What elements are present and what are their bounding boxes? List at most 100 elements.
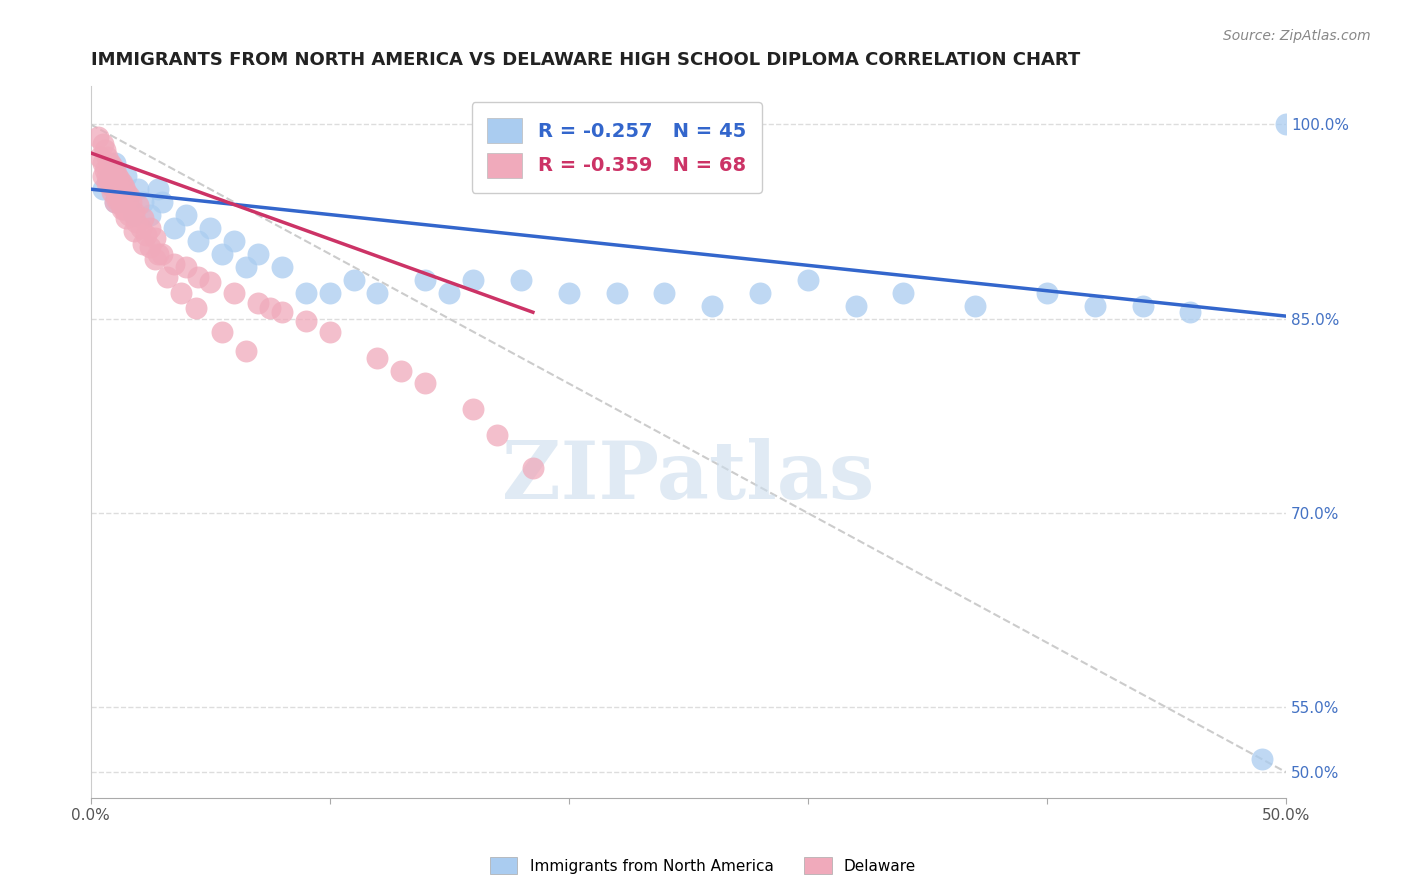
Point	[1275, 117, 1298, 131]
Point	[174, 208, 197, 222]
Point	[96, 169, 118, 184]
Point	[108, 182, 131, 196]
Point	[111, 176, 134, 190]
Point	[893, 285, 915, 300]
Point	[156, 270, 179, 285]
Point	[129, 221, 152, 235]
Point	[170, 285, 193, 300]
Point	[103, 195, 125, 210]
Point	[115, 211, 138, 225]
Point	[98, 156, 121, 170]
Point	[439, 285, 461, 300]
Point	[139, 208, 162, 222]
Point	[120, 195, 142, 210]
Point	[163, 221, 186, 235]
Point	[108, 171, 131, 186]
Point	[105, 193, 128, 207]
Point	[115, 185, 138, 199]
Point	[1251, 752, 1274, 766]
Point	[606, 285, 628, 300]
Point	[1036, 285, 1059, 300]
Point	[522, 460, 544, 475]
Point	[91, 136, 114, 151]
Point	[174, 260, 197, 274]
Point	[198, 276, 221, 290]
Point	[318, 285, 340, 300]
Point	[89, 150, 111, 164]
Point	[235, 344, 257, 359]
Text: ZIPatlas: ZIPatlas	[502, 438, 875, 516]
Point	[127, 182, 149, 196]
Point	[246, 247, 269, 261]
Point	[115, 195, 138, 210]
Point	[222, 285, 245, 300]
Point	[510, 273, 533, 287]
Point	[143, 252, 166, 266]
Point	[187, 270, 209, 285]
Point	[94, 162, 117, 177]
Point	[558, 285, 581, 300]
Point	[294, 285, 316, 300]
Point	[122, 224, 145, 238]
Point	[132, 236, 155, 251]
Point	[111, 202, 134, 216]
Point	[845, 299, 868, 313]
Point	[749, 285, 772, 300]
Point	[294, 314, 316, 328]
Point	[125, 214, 148, 228]
Point	[150, 247, 173, 261]
Text: Source: ZipAtlas.com: Source: ZipAtlas.com	[1223, 29, 1371, 43]
Point	[184, 301, 207, 316]
Point	[139, 221, 162, 235]
Legend: R = -0.257   N = 45, R = -0.359   N = 68: R = -0.257 N = 45, R = -0.359 N = 68	[471, 103, 762, 194]
Point	[463, 402, 485, 417]
Point	[105, 169, 128, 184]
Point	[108, 193, 131, 207]
Point	[143, 231, 166, 245]
Point	[103, 195, 125, 210]
Legend: Immigrants from North America, Delaware: Immigrants from North America, Delaware	[484, 851, 922, 880]
Point	[654, 285, 676, 300]
Point	[965, 299, 987, 313]
Point	[1180, 305, 1202, 319]
Point	[132, 195, 155, 210]
Point	[1132, 299, 1154, 313]
Point	[198, 221, 221, 235]
Point	[103, 156, 125, 170]
Point	[96, 150, 118, 164]
Point	[112, 202, 135, 216]
Point	[270, 260, 292, 274]
Point	[98, 176, 121, 190]
Point	[91, 169, 114, 184]
Point	[101, 179, 124, 194]
Point	[98, 169, 121, 184]
Point	[366, 351, 388, 365]
Point	[797, 273, 820, 287]
Point	[103, 182, 125, 196]
Point	[111, 197, 134, 211]
Point	[211, 247, 233, 261]
Point	[222, 234, 245, 248]
Point	[413, 273, 436, 287]
Point	[101, 159, 124, 173]
Text: IMMIGRANTS FROM NORTH AMERICA VS DELAWARE HIGH SCHOOL DIPLOMA CORRELATION CHART: IMMIGRANTS FROM NORTH AMERICA VS DELAWAR…	[90, 51, 1080, 69]
Point	[146, 247, 169, 261]
Point	[112, 179, 135, 194]
Point	[96, 176, 118, 190]
Point	[135, 227, 157, 242]
Point	[235, 260, 257, 274]
Point	[366, 285, 388, 300]
Point	[211, 325, 233, 339]
Point	[101, 185, 124, 199]
Point	[342, 273, 364, 287]
Point	[702, 299, 724, 313]
Point	[187, 234, 209, 248]
Point	[139, 240, 162, 254]
Point	[270, 305, 292, 319]
Point	[1084, 299, 1107, 313]
Point	[115, 169, 138, 184]
Point	[103, 162, 125, 177]
Point	[127, 197, 149, 211]
Point	[94, 143, 117, 157]
Point	[463, 273, 485, 287]
